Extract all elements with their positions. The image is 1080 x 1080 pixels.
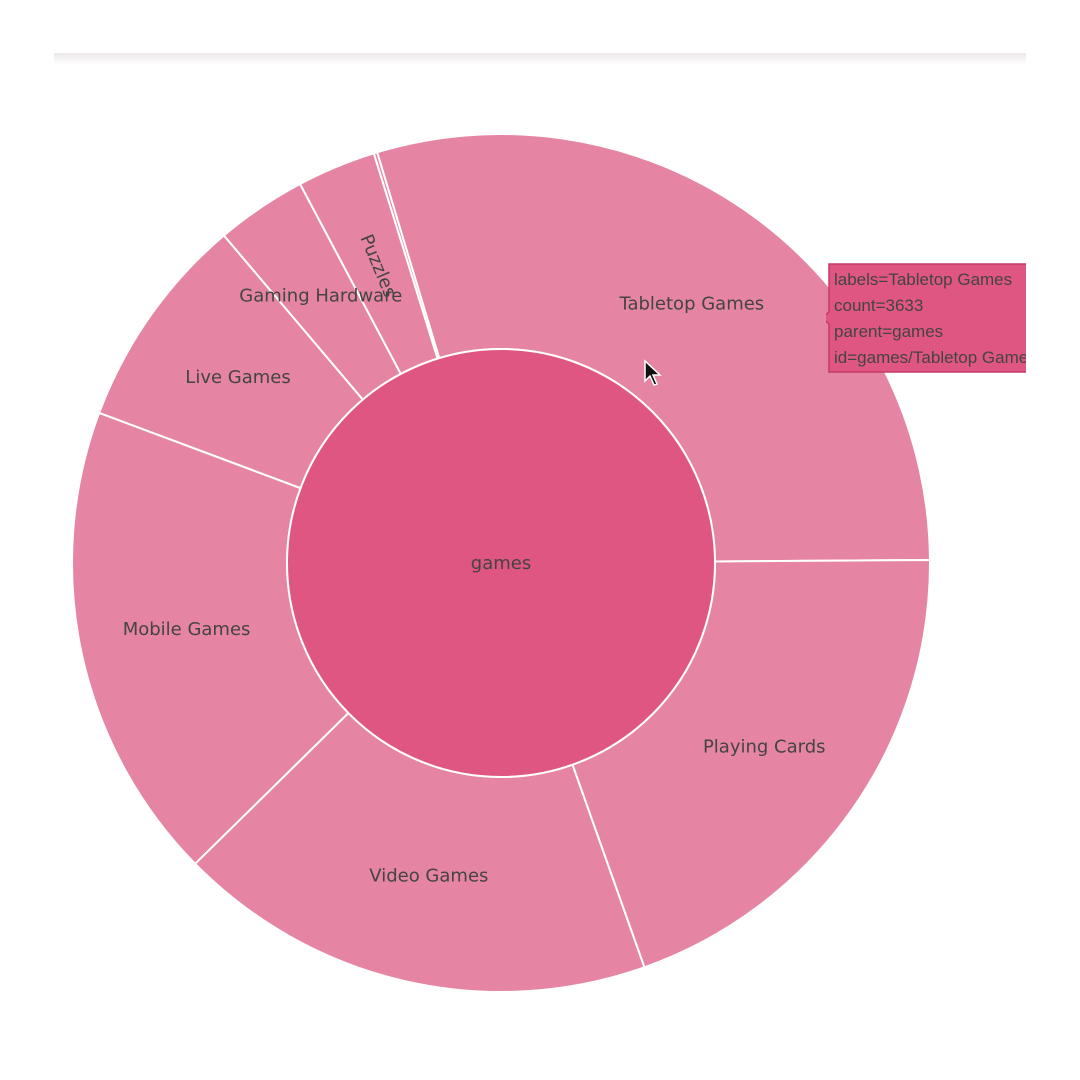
outer-ring xyxy=(71,133,931,993)
label-playing-cards: Playing Cards xyxy=(703,737,826,758)
label-mobile-games: Mobile Games xyxy=(123,619,251,640)
hover-tooltip: labels=Tabletop Games count=3633 parent=… xyxy=(826,262,1026,376)
tooltip-box xyxy=(826,263,1026,373)
label-tabletop-games: Tabletop Games xyxy=(618,293,764,314)
root-label: games xyxy=(471,553,531,574)
label-gaming-hardware: Gaming Hardware xyxy=(239,286,402,307)
tooltip-line-labels: labels=Tabletop Games xyxy=(834,270,1013,289)
tooltip-line-count: count=3633 xyxy=(834,296,924,315)
label-video-games: Video Games xyxy=(369,865,488,886)
tooltip-line-parent: parent=games xyxy=(834,322,944,341)
root-segment[interactable] xyxy=(286,348,716,778)
tooltip-line-id: id=games/Tabletop Games xyxy=(834,348,1026,367)
label-live-games: Live Games xyxy=(185,367,290,388)
mouse-pointer-icon xyxy=(644,359,662,386)
top-divider xyxy=(54,53,1026,65)
tooltip-text: labels=Tabletop Games count=3633 parent=… xyxy=(834,267,1026,371)
